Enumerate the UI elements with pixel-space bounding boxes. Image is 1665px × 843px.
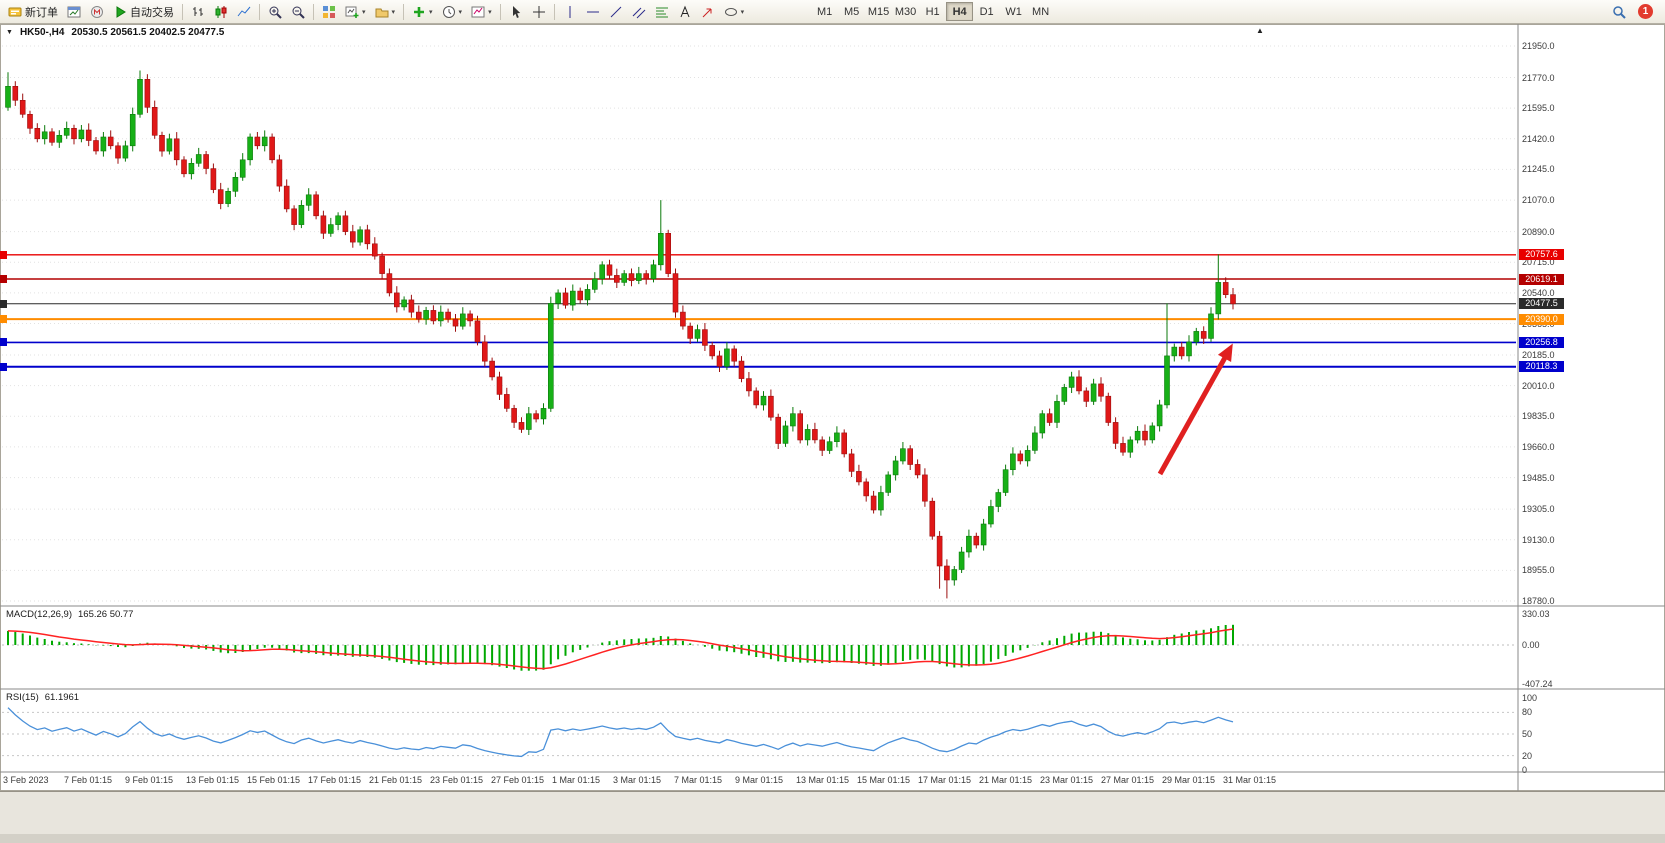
templates-button[interactable] xyxy=(467,2,496,22)
tile-windows-button[interactable] xyxy=(318,2,340,22)
templates-icon xyxy=(471,6,485,17)
search-button[interactable] xyxy=(1608,2,1630,22)
chart-title: ▼ HK50-,H4 20530.5 20561.5 20402.5 20477… xyxy=(6,27,224,38)
trendline-icon xyxy=(610,6,621,17)
rsi-value: 61.1961 xyxy=(44,692,80,703)
rsi-label: RSI(15) 61.1961 xyxy=(6,692,79,703)
fibonacci-icon xyxy=(655,7,668,17)
new-chart-button[interactable] xyxy=(341,2,370,22)
candles-style-icon xyxy=(215,5,227,18)
text-label-button[interactable] xyxy=(674,2,696,22)
crosshair-button[interactable] xyxy=(528,2,550,22)
symbol-period-label: HK50-,H4 xyxy=(19,27,65,38)
cursor-button[interactable] xyxy=(505,2,527,22)
line-style-button[interactable] xyxy=(233,2,255,22)
bottom-area xyxy=(0,791,1665,843)
toolbar-separator xyxy=(553,3,555,20)
shapes-button[interactable] xyxy=(720,2,749,22)
toolbar-separator xyxy=(182,3,183,20)
shapes-caret-icon xyxy=(741,8,745,16)
bars-style-icon xyxy=(193,6,203,16)
arrow-tool-icon xyxy=(702,8,712,17)
search-icon xyxy=(1613,5,1626,19)
mql-community-icon xyxy=(91,5,103,18)
bottom-strip xyxy=(0,834,1665,843)
ohlc-values: 20530.5 20561.5 20402.5 20477.5 xyxy=(71,27,225,38)
tile-windows-icon xyxy=(323,5,335,18)
timeframe-m30[interactable]: M30 xyxy=(892,2,919,21)
periods-caret-icon xyxy=(459,8,463,16)
timeframe-m1[interactable]: M1 xyxy=(811,2,838,21)
mql-community-button[interactable] xyxy=(86,2,108,22)
templates-caret-icon xyxy=(488,8,492,16)
line-style-icon xyxy=(237,6,251,16)
new-order-icon xyxy=(8,7,22,16)
vertical-line-button[interactable] xyxy=(559,2,581,22)
channel-icon xyxy=(632,7,645,18)
auto-trading-button[interactable]: 自动交易 xyxy=(109,2,178,22)
toolbar-separator xyxy=(403,3,405,20)
rsi-name: RSI(15) xyxy=(6,692,39,703)
timeframe-group: M1 M5 M15 M30 H1 H4 D1 W1 MN xyxy=(811,2,1054,21)
vertical-line-icon xyxy=(569,5,571,18)
chart-window-icon xyxy=(67,6,81,17)
add-indicator-button[interactable] xyxy=(408,2,437,22)
timeframe-m5[interactable]: M5 xyxy=(838,2,865,21)
timeframe-h4[interactable]: H4 xyxy=(946,2,974,21)
macd-name: MACD(12,26,9) xyxy=(6,609,72,620)
timeframe-w1[interactable]: W1 xyxy=(1000,2,1027,21)
toolbar-separator xyxy=(259,3,260,20)
macd-values: 165.26 50.77 xyxy=(78,609,134,620)
chart-window-button[interactable] xyxy=(63,2,85,22)
new-chart-caret-icon xyxy=(362,8,366,16)
toolbar-right-group: 1 xyxy=(1608,2,1653,22)
horizontal-line-button[interactable] xyxy=(582,2,604,22)
horizontal-line-icon xyxy=(586,11,599,12)
scroll-to-end-marker[interactable]: ▲ xyxy=(1256,26,1264,35)
new-order-label: 新订单 xyxy=(25,6,58,19)
auto-trading-play-icon xyxy=(116,5,126,18)
toolbar-separator xyxy=(499,3,501,20)
crosshair-icon xyxy=(532,5,545,18)
bars-style-button[interactable] xyxy=(187,2,209,22)
zoom-out-button[interactable] xyxy=(287,2,309,22)
timeframe-mn[interactable]: MN xyxy=(1027,2,1054,21)
main-toolbar: 新订单 自动交易 xyxy=(0,0,1665,24)
profiles-caret-icon xyxy=(392,8,396,16)
add-indicator-icon xyxy=(414,6,425,17)
text-label-icon xyxy=(680,5,690,17)
shapes-icon xyxy=(724,7,737,16)
fibonacci-button[interactable] xyxy=(651,2,673,22)
zoom-out-icon xyxy=(292,6,305,19)
periods-button[interactable] xyxy=(438,2,467,22)
symbol-dropdown-icon[interactable]: ▼ xyxy=(6,29,13,36)
candles-style-button[interactable] xyxy=(210,2,232,22)
timeframe-d1[interactable]: D1 xyxy=(973,2,1000,21)
new-chart-icon xyxy=(345,6,359,18)
zoom-in-icon xyxy=(269,6,282,19)
profiles-icon xyxy=(375,8,389,17)
timeframe-h1[interactable]: H1 xyxy=(919,2,946,21)
trendline-button[interactable] xyxy=(605,2,627,22)
new-order-button[interactable]: 新订单 xyxy=(4,2,62,22)
cursor-icon xyxy=(512,5,520,18)
zoom-in-button[interactable] xyxy=(264,2,286,22)
auto-trading-label: 自动交易 xyxy=(130,6,174,19)
toolbar-separator xyxy=(313,3,314,20)
profiles-button[interactable] xyxy=(371,2,400,22)
notification-badge[interactable]: 1 xyxy=(1638,4,1653,19)
arrow-tool-button[interactable] xyxy=(697,2,719,22)
periods-clock-icon xyxy=(442,5,455,18)
timeframe-m15[interactable]: M15 xyxy=(865,2,892,21)
add-indicator-caret-icon xyxy=(429,8,433,16)
macd-label: MACD(12,26,9) 165.26 50.77 xyxy=(6,609,133,620)
chart-plot[interactable] xyxy=(0,24,1665,791)
channel-button[interactable] xyxy=(628,2,650,22)
